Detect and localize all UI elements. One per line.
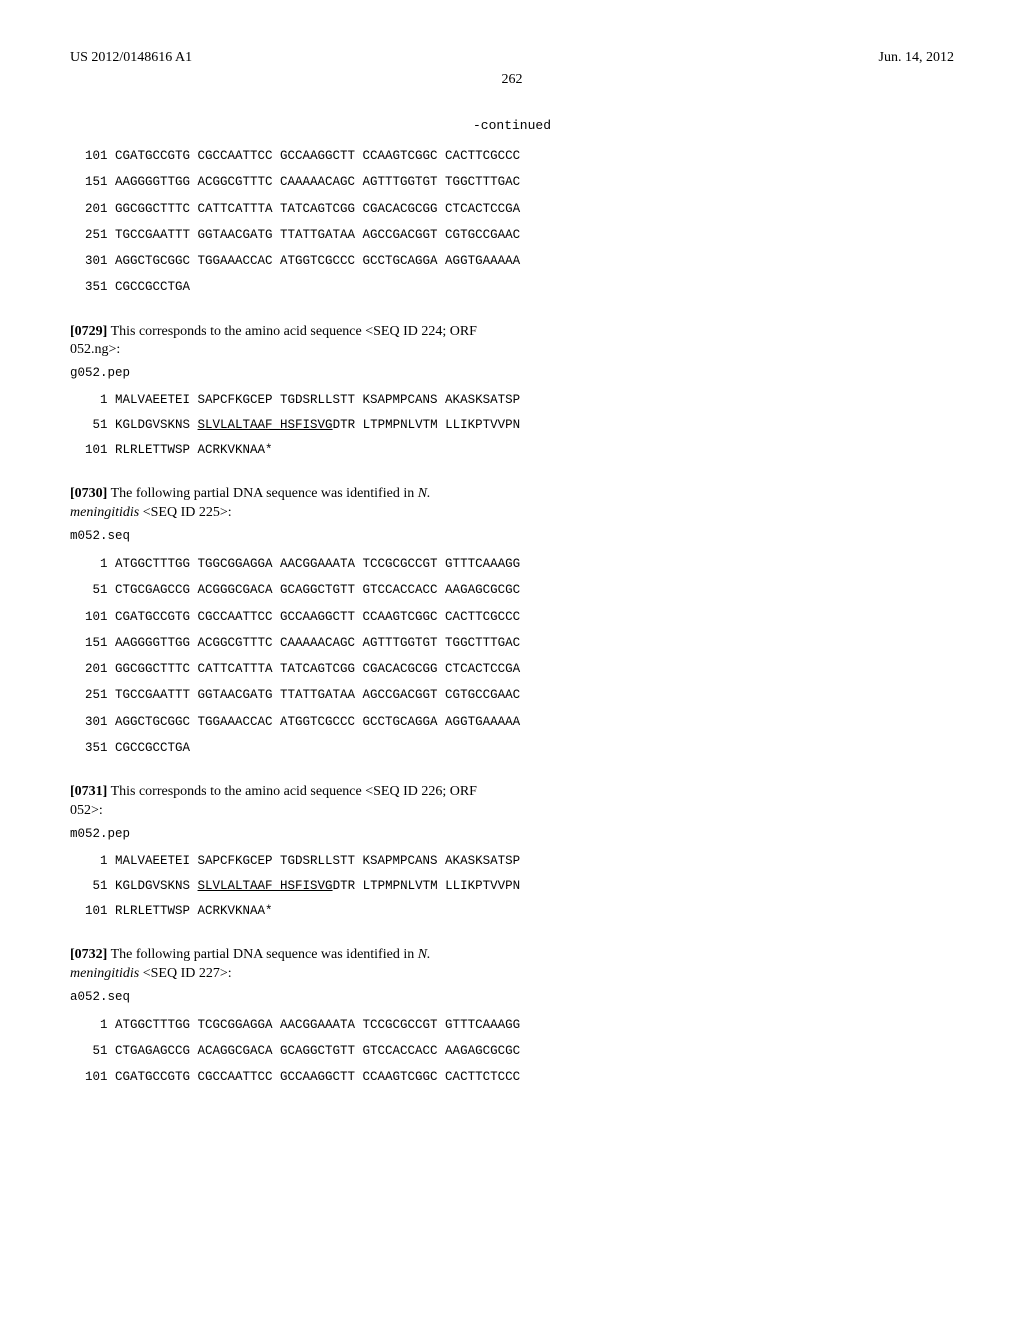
seq-line: 51 CTGAGAGCCG ACAGGCGACA GCAGGCTGTT GTCC… xyxy=(70,1044,520,1058)
paragraph-0732: [0732] The following partial DNA sequenc… xyxy=(70,946,500,984)
continued-label: -continued xyxy=(70,118,954,133)
publication-date: Jun. 14, 2012 xyxy=(879,50,954,66)
seq-line: 301 AGGCTGCGGC TGGAAACCAC ATGGTCGCCC GCC… xyxy=(70,715,520,729)
seq-line: 301 AGGCTGCGGC TGGAAACCAC ATGGTCGCCC GCC… xyxy=(70,254,520,268)
seq-block-a052seq: 1 ATGGCTTTGG TCGCGGAGGA AACGGAAATA TCCGC… xyxy=(70,1012,954,1091)
page-body: US 2012/0148616 A1 Jun. 14, 2012 262 -co… xyxy=(0,0,1024,1152)
para-text: This corresponds to the amino acid seque… xyxy=(70,324,477,358)
para-number: [0729] xyxy=(70,324,107,339)
seq-line: 151 AAGGGGTTGG ACGGCGTTTC CAAAAACAGC AGT… xyxy=(70,636,520,650)
seq-line: 251 TGCCGAATTT GGTAACGATG TTATTGATAA AGC… xyxy=(70,228,520,242)
seq-header-g052pep: g052.pep xyxy=(70,366,954,380)
seq-block-m052seq: 1 ATGGCTTTGG TGGCGGAGGA AACGGAAATA TCCGC… xyxy=(70,551,954,761)
para-text: This corresponds to the amino acid seque… xyxy=(70,784,477,818)
seq-line: 251 TGCCGAATTT GGTAACGATG TTATTGATAA AGC… xyxy=(70,688,520,702)
page-number: 262 xyxy=(70,72,954,88)
seq-line: 151 AAGGGGTTGG ACGGCGTTTC CAAAAACAGC AGT… xyxy=(70,175,520,189)
para-text: The following partial DNA sequence was i… xyxy=(107,947,417,962)
seq-line: 101 CGATGCCGTG CGCCAATTCC GCCAAGGCTT CCA… xyxy=(70,1070,520,1084)
para-text-post: <SEQ ID 225>: xyxy=(139,505,231,520)
seq-line: 1 ATGGCTTTGG TCGCGGAGGA AACGGAAATA TCCGC… xyxy=(70,1018,520,1032)
seq-line: 101 RLRLETTWSP ACRKVKNAA* xyxy=(70,904,273,918)
seq-line: 351 CGCCGCCTGA xyxy=(70,280,190,294)
seq-line: 1 MALVAEETEI SAPCFKGCEP TGDSRLLSTT KSAPM… xyxy=(70,854,520,868)
seq-line: 101 RLRLETTWSP ACRKVKNAA* xyxy=(70,443,273,457)
seq-line: 201 GGCGGCTTTC CATTCATTTA TATCAGTCGG CGA… xyxy=(70,662,520,676)
paragraph-0729: [0729] This corresponds to the amino aci… xyxy=(70,323,500,361)
seq-block-top: 101 CGATGCCGTG CGCCAATTCC GCCAAGGCTT CCA… xyxy=(70,143,954,301)
seq-underline: SLVLALTAAF HSFISVG xyxy=(198,879,333,893)
publication-number: US 2012/0148616 A1 xyxy=(70,50,192,66)
page-header: US 2012/0148616 A1 Jun. 14, 2012 xyxy=(70,50,954,66)
seq-block-m052pep: 1 MALVAEETEI SAPCFKGCEP TGDSRLLSTT KSAPM… xyxy=(70,849,954,924)
seq-line: 1 MALVAEETEI SAPCFKGCEP TGDSRLLSTT KSAPM… xyxy=(70,393,520,407)
para-number: [0730] xyxy=(70,486,107,501)
para-text-post: <SEQ ID 227>: xyxy=(139,966,231,981)
seq-line: 1 ATGGCTTTGG TGGCGGAGGA AACGGAAATA TCCGC… xyxy=(70,557,520,571)
para-text: The following partial DNA sequence was i… xyxy=(107,486,417,501)
seq-line: 351 CGCCGCCTGA xyxy=(70,741,190,755)
paragraph-0731: [0731] This corresponds to the amino aci… xyxy=(70,783,500,821)
seq-line: 51 CTGCGAGCCG ACGGGCGACA GCAGGCTGTT GTCC… xyxy=(70,583,520,597)
seq-line: 51 KGLDGVSKNS SLVLALTAAF HSFISVGDTR LTPM… xyxy=(70,879,520,893)
seq-header-m052pep: m052.pep xyxy=(70,827,954,841)
seq-line: 201 GGCGGCTTTC CATTCATTTA TATCAGTCGG CGA… xyxy=(70,202,520,216)
seq-line: 101 CGATGCCGTG CGCCAATTCC GCCAAGGCTT CCA… xyxy=(70,610,520,624)
seq-header-a052seq: a052.seq xyxy=(70,990,954,1004)
seq-line: 101 CGATGCCGTG CGCCAATTCC GCCAAGGCTT CCA… xyxy=(70,149,520,163)
para-number: [0732] xyxy=(70,947,107,962)
seq-block-g052pep: 1 MALVAEETEI SAPCFKGCEP TGDSRLLSTT KSAPM… xyxy=(70,388,954,463)
seq-header-m052seq: m052.seq xyxy=(70,529,954,543)
seq-line: 51 KGLDGVSKNS SLVLALTAAF HSFISVGDTR LTPM… xyxy=(70,418,520,432)
paragraph-0730: [0730] The following partial DNA sequenc… xyxy=(70,485,500,523)
seq-underline: SLVLALTAAF HSFISVG xyxy=(198,418,333,432)
para-number: [0731] xyxy=(70,784,107,799)
